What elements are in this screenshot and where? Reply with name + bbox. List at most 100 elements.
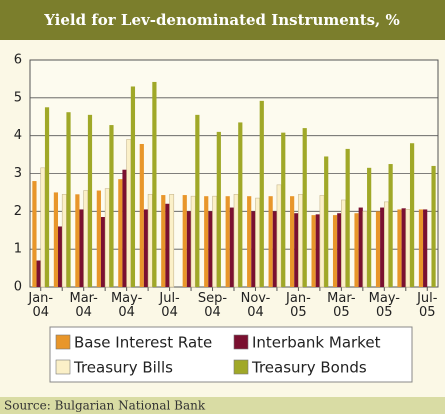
bar (276, 184, 282, 288)
bar (409, 143, 415, 287)
bar (87, 114, 93, 287)
legend-label: Treasury Bonds (251, 359, 367, 377)
bar (384, 201, 389, 288)
bar (302, 128, 307, 287)
legend-box (49, 326, 413, 383)
y-tick-label: 3 (14, 166, 22, 181)
bar (311, 215, 316, 287)
bar (216, 131, 221, 287)
bar (212, 195, 218, 288)
bar (225, 196, 230, 287)
y-tick-label: 0 (14, 280, 22, 295)
bar (32, 181, 37, 287)
source: Source: Bulgarian National Bank (4, 399, 206, 413)
bar (345, 148, 350, 287)
bar (259, 100, 264, 287)
bar (195, 114, 200, 287)
bar (268, 196, 273, 287)
bar (61, 194, 67, 288)
x-tick-label: Jul-04 (158, 291, 180, 320)
chart-title: Yield for Lev-denominated Instruments, % (43, 11, 400, 29)
bar (431, 165, 436, 287)
legend-swatch (55, 359, 71, 375)
bar (186, 211, 192, 287)
bar (375, 211, 381, 287)
bar (66, 112, 71, 288)
bar (75, 194, 80, 287)
bar (362, 211, 368, 288)
bar (40, 167, 46, 288)
y-tick-label: 4 (14, 128, 22, 143)
bar (319, 195, 325, 288)
legend-swatch (55, 334, 71, 350)
x-tick-label: May-04 (111, 291, 143, 320)
legend-label: Base Interest Rate (74, 334, 212, 352)
title-bar (0, 0, 445, 40)
bar (358, 207, 363, 287)
bar (251, 211, 256, 287)
bar (122, 169, 127, 287)
bar (204, 196, 209, 287)
bar (290, 196, 295, 287)
legend-swatch (233, 334, 249, 350)
x-tick-label: Sep-04 (198, 291, 228, 320)
bar (109, 125, 114, 287)
x-tick-label: Jan-05 (285, 291, 311, 320)
x-tick-label: Jul-05 (416, 291, 438, 320)
bar (247, 196, 252, 287)
bar (388, 164, 393, 287)
bar (238, 122, 243, 287)
x-tick-label: Mar-05 (327, 291, 356, 320)
x-tick-label: May-05 (369, 291, 401, 320)
bar (182, 195, 187, 287)
bar (281, 132, 286, 287)
bar (126, 139, 132, 288)
y-tick-label: 1 (14, 242, 22, 257)
bar (130, 86, 136, 287)
bar (233, 194, 239, 288)
bar (36, 260, 41, 287)
bar (96, 190, 101, 287)
bar (341, 199, 346, 288)
bar (208, 211, 213, 287)
bar (161, 195, 166, 287)
bar (58, 226, 63, 287)
bar (418, 209, 424, 287)
bar (298, 194, 303, 288)
y-tick-label: 2 (14, 204, 22, 219)
bar (53, 192, 59, 287)
bar (324, 156, 329, 287)
bar (294, 213, 299, 287)
x-tick-label: Mar-04 (69, 291, 98, 320)
bar (423, 209, 428, 287)
bar (104, 188, 110, 288)
bar (367, 167, 372, 287)
bar (401, 208, 406, 287)
bar (147, 194, 153, 288)
source-bar (0, 397, 445, 414)
x-tick-label: Jan-04 (27, 291, 53, 320)
bar (255, 197, 260, 288)
bar (143, 209, 149, 287)
bar (315, 214, 320, 287)
bar (83, 190, 89, 288)
bar (100, 217, 106, 287)
bar (380, 207, 385, 287)
bar (44, 107, 50, 288)
bar (332, 215, 338, 287)
y-tick-label: 5 (14, 90, 22, 105)
legend-label: Treasury Bills (73, 359, 173, 377)
y-tick-label: 6 (14, 53, 22, 68)
bar (229, 207, 234, 287)
bar (169, 194, 175, 288)
x-tick-label: Nov-04 (241, 291, 271, 320)
bar (118, 179, 123, 287)
bar (139, 143, 144, 287)
bar (165, 203, 170, 287)
bar (79, 209, 84, 287)
bar (272, 211, 277, 287)
bar (190, 195, 196, 288)
legend-swatch (233, 359, 249, 375)
